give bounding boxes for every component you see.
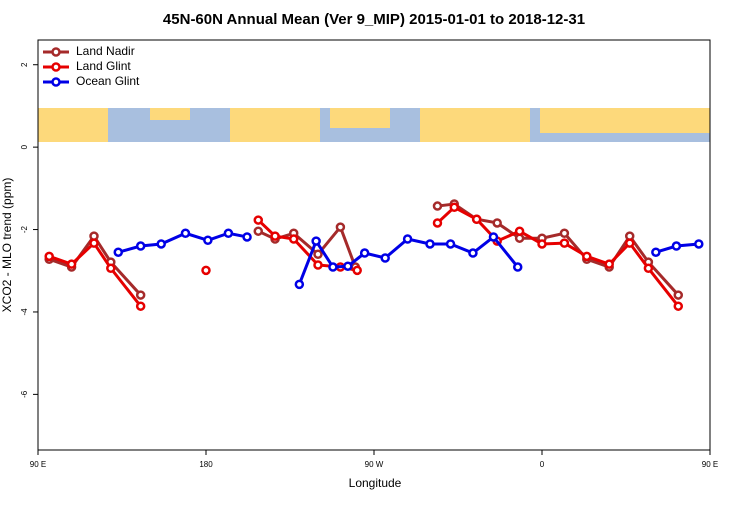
data-point: [673, 290, 684, 300]
data-point: [89, 238, 99, 248]
data-point: [380, 253, 390, 263]
data-point: [180, 228, 191, 239]
data-point: [402, 234, 413, 244]
x-tick-label: 0: [540, 460, 545, 469]
data-point: [343, 261, 353, 271]
data-point: [468, 248, 478, 258]
data-point: [242, 232, 252, 242]
map-strip: [38, 108, 710, 142]
data-point: [671, 241, 682, 251]
data-point: [311, 236, 321, 246]
data-point: [488, 232, 499, 242]
data-point: [270, 231, 280, 241]
legend-label: Land Nadir: [76, 44, 135, 58]
data-point: [313, 249, 323, 260]
data-point: [559, 238, 570, 248]
y-tick-label: 2: [20, 62, 29, 67]
x-axis-label: Longitude: [349, 476, 402, 490]
data-point: [673, 301, 684, 311]
data-point: [425, 239, 435, 249]
y-tick-label: -2: [20, 225, 29, 233]
data-point: [492, 218, 502, 228]
data-point: [223, 228, 234, 239]
data-point: [604, 259, 614, 269]
legend-marker: [51, 77, 61, 87]
data-point: [44, 251, 54, 262]
data-point: [651, 247, 661, 257]
data-point: [537, 239, 547, 249]
data-point: [624, 238, 635, 248]
data-point: [471, 214, 482, 224]
data-point: [512, 262, 523, 272]
data-point: [135, 301, 146, 311]
x-tick-label: 90 E: [30, 460, 46, 469]
legend-label: Ocean Glint: [76, 74, 140, 88]
data-point: [514, 226, 525, 236]
data-point: [582, 251, 592, 262]
data-point: [352, 265, 362, 276]
chart-title: 45N-60N Annual Mean (Ver 9_MIP) 2015-01-…: [163, 11, 585, 28]
data-point: [432, 218, 443, 228]
data-point: [313, 260, 323, 270]
data-point: [135, 290, 146, 300]
data-point: [66, 259, 77, 269]
x-tick-label: 90 W: [365, 460, 384, 469]
y-tick-label: 0: [20, 144, 29, 149]
y-tick-label: -6: [20, 390, 29, 398]
data-point: [113, 247, 124, 257]
data-point: [335, 222, 346, 232]
data-point: [135, 241, 146, 251]
data-point: [559, 228, 570, 239]
data-point: [328, 262, 338, 272]
y-tick-label: -4: [20, 308, 29, 316]
data-point: [445, 239, 456, 249]
data-point: [288, 234, 299, 244]
data-point: [253, 215, 264, 225]
legend-marker: [51, 47, 61, 57]
x-tick-label: 90 E: [702, 460, 718, 469]
data-point: [106, 263, 116, 274]
legend-label: Land Glint: [76, 59, 131, 73]
data-point: [156, 239, 166, 249]
data-point: [694, 239, 704, 249]
data-point: [294, 279, 305, 290]
data-point: [432, 201, 443, 211]
legend-marker: [51, 62, 61, 72]
data-point: [203, 235, 213, 246]
data-point: [253, 226, 264, 236]
data-point: [643, 263, 654, 274]
x-tick-label: 180: [199, 460, 213, 469]
y-axis-label: XCO2 - MLO trend (ppm): [0, 178, 14, 313]
data-point: [201, 265, 211, 276]
data-point: [449, 202, 460, 213]
data-point: [359, 248, 370, 258]
